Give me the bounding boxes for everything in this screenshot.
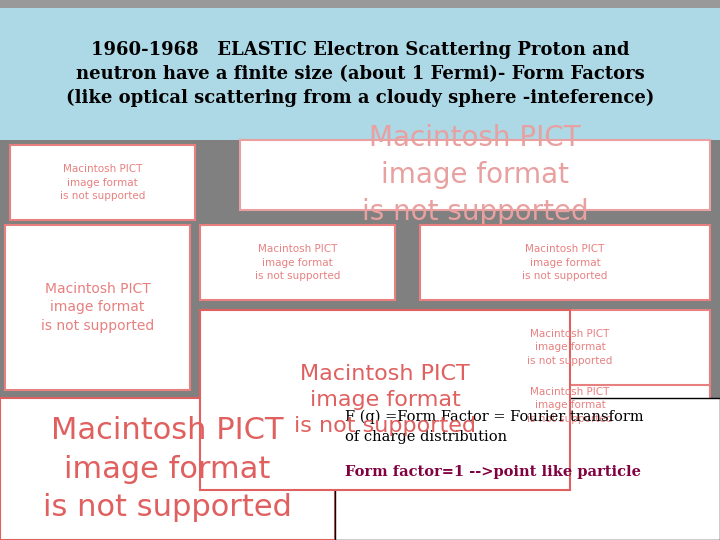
Text: Macintosh PICT
image format
is not supported: Macintosh PICT image format is not suppo… — [294, 363, 476, 436]
Bar — [430, 310, 710, 385]
Bar — [200, 310, 570, 490]
Text: Macintosh PICT
image format
is not supported: Macintosh PICT image format is not suppo… — [361, 124, 588, 226]
Bar — [5, 225, 190, 390]
Bar — [10, 145, 195, 220]
Bar — [0, 398, 335, 540]
Text: Macintosh PICT
image format
is not supported: Macintosh PICT image format is not suppo… — [527, 329, 613, 366]
Bar — [0, 8, 720, 140]
Text: Form factor=1 -->point like particle: Form factor=1 -->point like particle — [345, 465, 641, 479]
Bar — [335, 398, 720, 540]
Bar — [420, 225, 710, 300]
Bar — [200, 225, 395, 300]
Text: Macintosh PICT
image format
is not supported: Macintosh PICT image format is not suppo… — [43, 416, 292, 522]
Bar — [0, 0, 720, 8]
Bar — [240, 140, 710, 210]
Text: Macintosh PICT
image format
is not supported: Macintosh PICT image format is not suppo… — [41, 282, 154, 333]
Text: Macintosh PICT
image format
is not supported: Macintosh PICT image format is not suppo… — [522, 244, 608, 281]
Text: Macintosh PICT
image format
is not supported: Macintosh PICT image format is not suppo… — [527, 387, 613, 424]
Text: 1960-1968   ELASTIC Electron Scattering Proton and
neutron have a finite size (a: 1960-1968 ELASTIC Electron Scattering Pr… — [66, 40, 654, 107]
Bar — [430, 368, 710, 443]
Text: F (q) =Form Factor = Fourier transform
of charge distribution: F (q) =Form Factor = Fourier transform o… — [345, 410, 644, 444]
Text: Macintosh PICT
image format
is not supported: Macintosh PICT image format is not suppo… — [255, 244, 340, 281]
Text: Macintosh PICT
image format
is not supported: Macintosh PICT image format is not suppo… — [60, 164, 145, 201]
